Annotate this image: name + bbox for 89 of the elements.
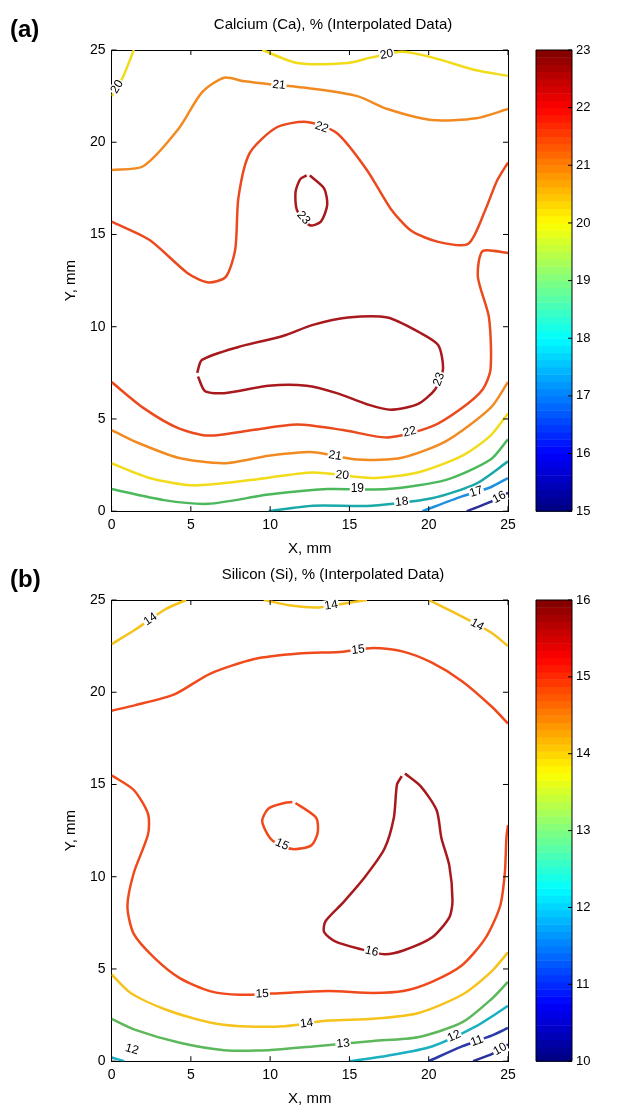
line-series bbox=[427, 600, 508, 648]
text: 18 bbox=[394, 493, 410, 510]
y-tick-label: 10 bbox=[89, 867, 106, 884]
text: 16 bbox=[489, 487, 509, 507]
color-bar-label: 20 bbox=[576, 214, 591, 230]
y-axis-title: Y, mm bbox=[61, 259, 79, 302]
text: 14 bbox=[468, 614, 487, 634]
text: 21 bbox=[271, 76, 287, 93]
y-tick-label: 5 bbox=[97, 959, 106, 976]
line-series bbox=[111, 646, 508, 725]
color-bar-label: 11 bbox=[576, 975, 590, 991]
text: (b) bbox=[10, 564, 41, 592]
y-tick-label: 15 bbox=[89, 225, 106, 242]
color-bar-label: 14 bbox=[576, 745, 591, 761]
line-series bbox=[111, 774, 508, 997]
y-tick-label: 0 bbox=[97, 502, 106, 519]
line-series bbox=[111, 438, 508, 506]
color-bar-label: 12 bbox=[576, 899, 591, 915]
x-tick-label: 20 bbox=[420, 516, 437, 533]
x-tick-label: 20 bbox=[420, 1066, 437, 1083]
y-tick-label: 25 bbox=[89, 40, 106, 57]
text: 22 bbox=[313, 117, 331, 136]
color-bar-label: 13 bbox=[576, 822, 591, 838]
x-tick-label: 15 bbox=[341, 516, 358, 533]
color-bar-label: 16 bbox=[576, 591, 591, 607]
line-series bbox=[111, 600, 188, 646]
line-series bbox=[111, 248, 508, 439]
line-series bbox=[322, 772, 454, 956]
text: 12 bbox=[444, 1026, 464, 1045]
text: 20 bbox=[335, 466, 350, 483]
line-series bbox=[111, 76, 508, 172]
text: 16 bbox=[363, 942, 381, 960]
line-series bbox=[260, 50, 508, 78]
line-series bbox=[267, 460, 508, 512]
x-tick-label: 5 bbox=[186, 516, 195, 533]
line-series bbox=[260, 800, 320, 851]
text: 17 bbox=[467, 482, 485, 500]
chart-title: Silicon (Si), % (Interpolated Data) bbox=[221, 565, 445, 583]
series-label: 19 bbox=[350, 481, 365, 496]
x-tick-label: 25 bbox=[500, 516, 516, 533]
line-series bbox=[421, 476, 508, 512]
line-series bbox=[262, 600, 369, 609]
line-series bbox=[111, 120, 508, 284]
text: 20 bbox=[378, 45, 395, 63]
color-bar-label: 16 bbox=[576, 445, 591, 461]
x-tick-label: 15 bbox=[341, 1066, 358, 1083]
text: 11 bbox=[468, 1031, 486, 1049]
y-tick-label: 5 bbox=[97, 409, 106, 426]
color-bar-label: 10 bbox=[576, 1052, 591, 1068]
x-axis-title: X, mm bbox=[288, 1089, 332, 1107]
y-tick-label: 10 bbox=[89, 317, 106, 334]
x-tick-label: 25 bbox=[500, 1066, 516, 1083]
series-label: 15 bbox=[255, 985, 270, 1001]
color-bar-label: 21 bbox=[576, 156, 591, 172]
x-axis-title: X, mm bbox=[288, 539, 332, 557]
text: 14 bbox=[323, 596, 340, 613]
y-tick-label: 0 bbox=[97, 1052, 106, 1069]
text: (a) bbox=[10, 14, 40, 42]
color-bar-label: 19 bbox=[576, 272, 591, 288]
text: 23 bbox=[429, 369, 448, 388]
text: 15 bbox=[350, 641, 366, 657]
text: 22 bbox=[401, 422, 418, 440]
color-bar-label: 15 bbox=[576, 502, 591, 518]
y-tick-label: 20 bbox=[89, 683, 106, 700]
text: 21 bbox=[327, 447, 344, 464]
color-bar-label: 15 bbox=[576, 668, 591, 684]
text: 15 bbox=[273, 834, 292, 854]
color-bar-label: 22 bbox=[576, 99, 591, 115]
x-tick-label: 10 bbox=[262, 1066, 279, 1083]
chart-title: Calcium (Ca), % (Interpolated Data) bbox=[213, 15, 453, 33]
x-tick-label: 5 bbox=[186, 1066, 195, 1083]
line-series bbox=[195, 315, 445, 411]
text: 13 bbox=[335, 1035, 351, 1051]
line-series bbox=[348, 1004, 508, 1062]
x-tick-label: 10 bbox=[262, 516, 279, 533]
y-tick-label: 20 bbox=[89, 133, 106, 150]
text: 14 bbox=[299, 1014, 315, 1031]
text: 10 bbox=[490, 1039, 510, 1059]
line-series bbox=[294, 174, 329, 227]
text: 23 bbox=[294, 207, 314, 228]
y-tick-label: 25 bbox=[89, 590, 106, 607]
color-bar-label: 17 bbox=[576, 387, 591, 403]
text: 12 bbox=[123, 1040, 141, 1058]
text: 14 bbox=[140, 609, 160, 629]
color-bar-label: 23 bbox=[576, 41, 591, 57]
color-bar-label: 18 bbox=[576, 329, 591, 345]
y-tick-label: 15 bbox=[89, 775, 106, 792]
line-series bbox=[427, 1026, 508, 1062]
y-axis-title: Y, mm bbox=[61, 809, 79, 852]
